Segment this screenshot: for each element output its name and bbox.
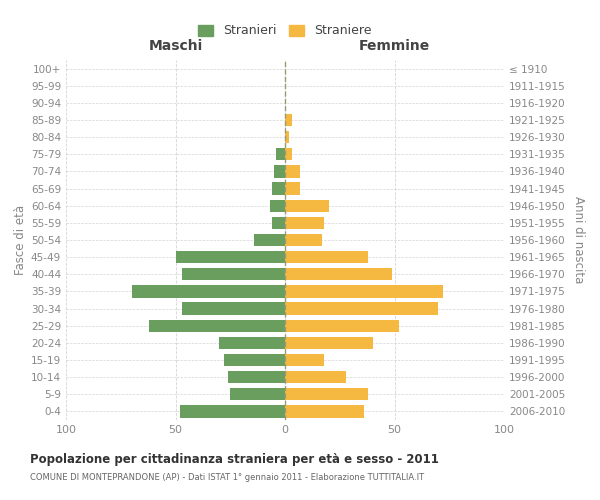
Bar: [285, 131, 289, 143]
Bar: [285, 286, 443, 298]
Bar: [149, 320, 285, 332]
Bar: [285, 268, 392, 280]
Bar: [276, 148, 285, 160]
Bar: [285, 388, 368, 400]
Bar: [132, 286, 285, 298]
Y-axis label: Anni di nascita: Anni di nascita: [572, 196, 585, 284]
Bar: [269, 200, 285, 212]
Bar: [285, 182, 301, 194]
Bar: [230, 388, 285, 400]
Bar: [176, 251, 285, 264]
Bar: [274, 166, 285, 177]
Bar: [285, 251, 368, 264]
Bar: [272, 216, 285, 229]
Text: Femmine: Femmine: [359, 39, 430, 53]
Legend: Stranieri, Straniere: Stranieri, Straniere: [193, 20, 377, 42]
Text: COMUNE DI MONTEPRANDONE (AP) - Dati ISTAT 1° gennaio 2011 - Elaborazione TUTTITA: COMUNE DI MONTEPRANDONE (AP) - Dati ISTA…: [30, 472, 424, 482]
Bar: [224, 354, 285, 366]
Bar: [228, 371, 285, 384]
Bar: [285, 371, 346, 384]
Bar: [285, 354, 325, 366]
Bar: [182, 302, 285, 314]
Y-axis label: Fasce di età: Fasce di età: [14, 205, 27, 275]
Bar: [285, 336, 373, 349]
Bar: [254, 234, 285, 246]
Bar: [285, 234, 322, 246]
Bar: [285, 216, 325, 229]
Bar: [220, 336, 285, 349]
Bar: [285, 166, 301, 177]
Bar: [182, 268, 285, 280]
Text: Maschi: Maschi: [148, 39, 203, 53]
Bar: [285, 114, 292, 126]
Bar: [285, 320, 399, 332]
Bar: [272, 182, 285, 194]
Bar: [285, 200, 329, 212]
Bar: [285, 302, 438, 314]
Text: Popolazione per cittadinanza straniera per età e sesso - 2011: Popolazione per cittadinanza straniera p…: [30, 452, 439, 466]
Bar: [180, 406, 285, 417]
Bar: [285, 148, 292, 160]
Bar: [285, 406, 364, 417]
